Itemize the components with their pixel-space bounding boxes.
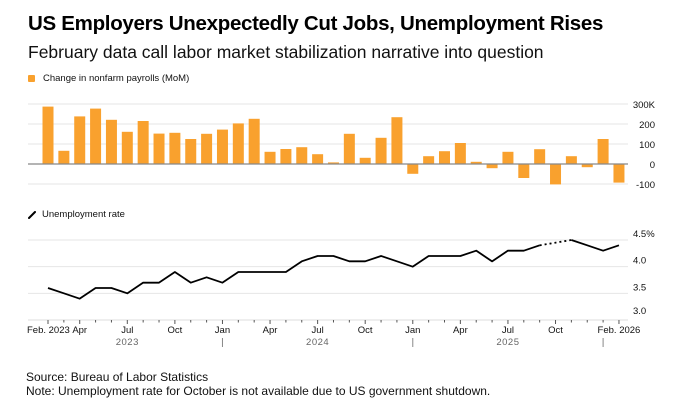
bar-ytick-label: 200	[639, 120, 655, 131]
payroll-bar	[42, 106, 54, 164]
payroll-bar	[201, 133, 213, 164]
payroll-bar	[565, 156, 577, 164]
payroll-bar	[58, 150, 70, 164]
line-ytick-label: 3.0	[633, 306, 646, 317]
x-year-label: 2025	[496, 337, 519, 348]
x-month-label: Jul	[502, 325, 514, 336]
chart-subtitle: February data call labor market stabiliz…	[28, 42, 544, 62]
payroll-bar	[216, 129, 228, 164]
note-text: Note: Unemployment rate for October is n…	[26, 384, 491, 398]
x-month-label: Feb. 2026	[598, 325, 641, 336]
payroll-bar	[105, 119, 117, 164]
payroll-bar	[232, 123, 244, 164]
payroll-bar	[518, 164, 530, 178]
line-ytick-label: 3.5	[633, 282, 646, 293]
payroll-bar	[375, 137, 387, 164]
payroll-bar	[343, 133, 355, 164]
payroll-bar	[264, 151, 276, 164]
legend-unemployment: Unemployment rate	[28, 209, 125, 220]
legend-payrolls: Change in nonfarm payrolls (MoM)	[28, 73, 189, 84]
chart-title: US Employers Unexpectedly Cut Jobs, Unem…	[28, 12, 604, 35]
legend-label-payrolls: Change in nonfarm payrolls (MoM)	[43, 73, 190, 84]
legend-swatch-payrolls	[28, 75, 35, 82]
payroll-bar	[280, 149, 292, 164]
payroll-bar	[550, 164, 562, 185]
payroll-bar	[423, 156, 435, 164]
bar-ytick-label: -100	[636, 180, 655, 191]
payroll-bar	[502, 151, 514, 164]
payroll-bar	[470, 161, 482, 164]
payroll-bar	[74, 116, 86, 164]
payroll-bar	[359, 157, 371, 164]
payroll-bar	[90, 108, 102, 164]
payroll-bar	[391, 117, 403, 164]
unemployment-line	[571, 239, 620, 252]
payroll-bar	[185, 139, 197, 164]
x-month-label: Feb. 2023	[27, 325, 70, 336]
payroll-bar	[407, 164, 419, 174]
payroll-bar	[153, 133, 165, 164]
x-month-label: Oct	[167, 325, 182, 336]
payroll-bar	[439, 151, 450, 164]
x-month-label: Jan	[215, 325, 230, 336]
payroll-bar	[169, 132, 181, 164]
unemployment-gap-dotted	[539, 239, 572, 247]
x-month-label: Apr	[72, 325, 87, 336]
x-month-label: Jul	[312, 325, 324, 336]
legend-line-icon	[28, 210, 36, 219]
x-month-label: Jan	[405, 325, 420, 336]
payroll-bar	[486, 164, 498, 169]
bar-ytick-label: 100	[639, 140, 655, 151]
x-month-label: Apr	[263, 325, 278, 336]
payroll-bar	[534, 149, 546, 164]
payroll-bar	[248, 118, 260, 164]
payroll-bar	[327, 162, 339, 164]
x-month-label: Jul	[121, 325, 133, 336]
bar-ytick-label: 300K	[633, 100, 656, 111]
payroll-bar	[454, 143, 466, 164]
payroll-bar	[312, 154, 324, 164]
x-year-label: 2024	[306, 337, 329, 348]
footer: Source: Bureau of Labor Statistics Note:…	[26, 370, 490, 398]
payroll-bar	[296, 147, 308, 164]
payroll-bar	[597, 139, 609, 164]
x-month-label: Apr	[453, 325, 468, 336]
payroll-bar	[121, 131, 133, 164]
x-month-label: Oct	[548, 325, 563, 336]
x-year-label: 2023	[116, 337, 139, 348]
legend-label-unemployment: Unemployment rate	[42, 209, 125, 220]
payroll-bar	[613, 164, 625, 183]
unemployment-line	[47, 244, 540, 300]
line-ytick-label: 4.5%	[633, 229, 655, 240]
payroll-bar	[137, 121, 149, 164]
x-month-label: Oct	[358, 325, 373, 336]
bar-ytick-label: 0	[650, 160, 655, 171]
payroll-bar	[581, 164, 593, 168]
line-ytick-label: 4.0	[633, 256, 646, 267]
source-text: Source: Bureau of Labor Statistics	[26, 370, 209, 384]
